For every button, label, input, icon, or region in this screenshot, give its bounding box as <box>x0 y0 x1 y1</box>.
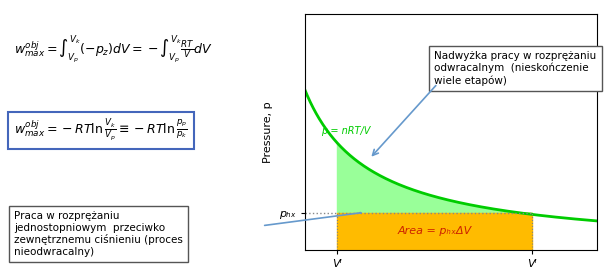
Text: Area = pₕₓΔV: Area = pₕₓΔV <box>397 226 471 236</box>
Text: Nadwyżka pracy w rozprężaniu
odwracalnym  (nieskończenie
wiele etapów): Nadwyżka pracy w rozprężaniu odwracalnym… <box>434 51 597 86</box>
Text: $w^{obj}_{max}=-RT\ln\frac{V_k}{V_p}\equiv -RT\ln\frac{p_p}{p_k}$: $w^{obj}_{max}=-RT\ln\frac{V_k}{V_p}\equ… <box>14 118 188 143</box>
Text: $w^{obj}_{max}=\int_{V_p}^{V_k}(-p_z)dV=-\int_{V_p}^{V_k}\frac{RT}{V}dV$: $w^{obj}_{max}=\int_{V_p}^{V_k}(-p_z)dV=… <box>14 33 213 65</box>
Text: Praca w rozprężaniu
jednostopniowym  przeciwko
zewnętrznemu ciśnieniu (proces
ni: Praca w rozprężaniu jednostopniowym prze… <box>14 211 183 257</box>
Y-axis label: Pressure, p: Pressure, p <box>263 101 273 163</box>
Text: p = nRT/V: p = nRT/V <box>321 126 370 136</box>
